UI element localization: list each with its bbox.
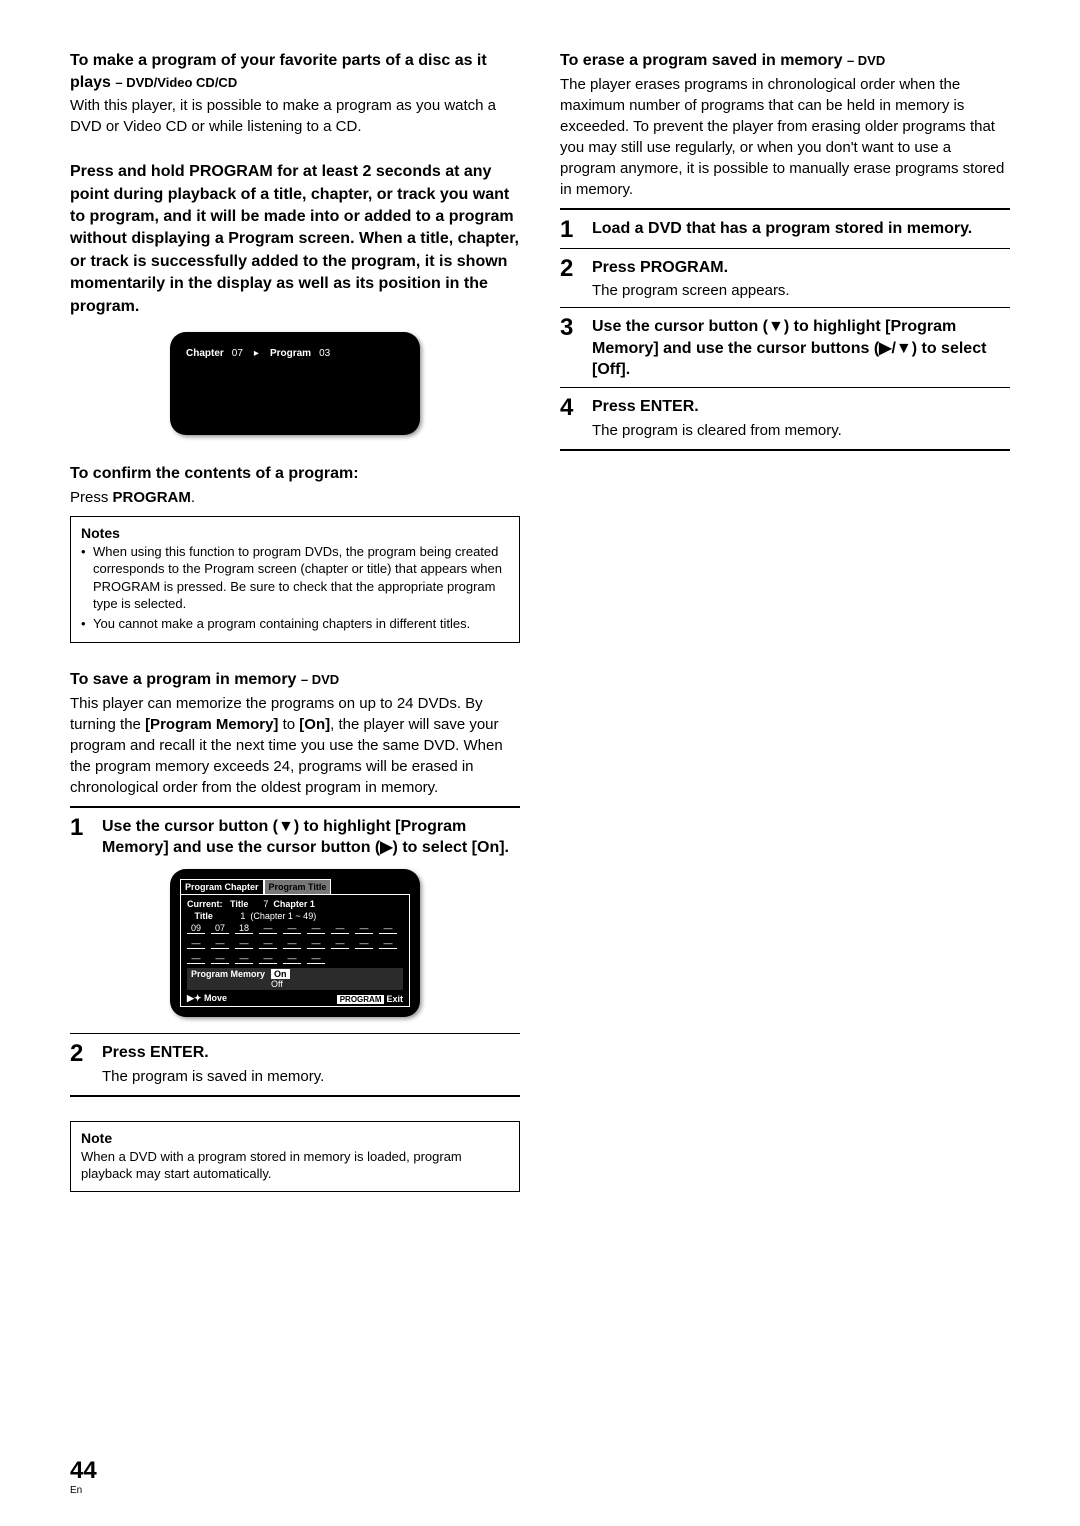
move-label: ▶✦ Move [187,993,227,1004]
erase-heading: To erase a program saved in memory – DVD [560,50,1010,72]
divider [560,387,1010,388]
left-step-1: 1 Use the cursor button (▼) to highlight… [70,816,520,859]
pm-on: On [271,969,290,979]
program-slot: — [187,953,205,964]
program-slot: — [211,938,229,949]
step-number: 1 [560,218,580,242]
confirm-body: Press PROGRAM. [70,487,520,508]
right-step-1: 1 Load a DVD that has a program stored i… [560,218,1010,242]
program-slot: — [307,923,325,934]
tab-program-chapter: Program Chapter [180,879,264,894]
divider [560,449,1010,451]
save-body: This player can memorize the programs on… [70,693,520,798]
right-step-4: 4 Press ENTER. The program is cleared fr… [560,396,1010,441]
exit-label: Exit [386,994,403,1004]
program-label: Program [270,348,311,359]
program-slot: — [355,923,373,934]
program-slot: — [331,938,349,949]
step-desc: The program is saved in memory. [102,1066,520,1087]
program-slot: 18 [235,923,253,934]
program-memory-screen: Program Chapter Program Title Current: T… [170,869,420,1017]
program-slot: — [307,938,325,949]
notes-list: When using this function to program DVDs… [81,543,509,633]
program-slot: — [283,953,301,964]
step-number: 2 [560,257,580,302]
right-column: To erase a program saved in memory – DVD… [560,50,1010,1192]
notes-box-2: Note When a DVD with a program stored in… [70,1121,520,1192]
program-slot: — [235,953,253,964]
step-desc: The program is cleared from memory. [592,420,1010,441]
step-title: Press ENTER. [102,1042,520,1064]
step-desc: The program screen appears. [592,280,1010,301]
program-slot: — [187,938,205,949]
heading-sub: – DVD/Video CD/CD [115,75,237,90]
program-slot: — [379,938,397,949]
press-hold-instruction: Press and hold PROGRAM for at least 2 se… [70,161,520,318]
step-title: Press ENTER. [592,396,1010,418]
program-slot: — [235,938,253,949]
program-slot: — [283,938,301,949]
divider [70,1095,520,1097]
step-title: Load a DVD that has a program stored in … [592,218,1010,240]
step-title: Press PROGRAM. [592,257,1010,279]
note-item: You cannot make a program containing cha… [81,615,509,633]
triangle-right-icon [251,348,262,359]
erase-body: The player erases programs in chronologi… [560,74,1010,200]
program-slot: — [307,953,325,964]
divider [560,307,1010,308]
page-footer: 44 En [70,1457,97,1496]
tab-program-title: Program Title [264,879,332,894]
chapter-value: 07 [232,348,243,359]
program-slot: — [379,923,397,934]
right-step-2: 2 Press PROGRAM. The program screen appe… [560,257,1010,302]
program-slot: — [259,953,277,964]
divider [560,208,1010,210]
program-slot: 09 [187,923,205,934]
note-item: When using this function to program DVDs… [81,543,509,613]
program-slot: — [283,923,301,934]
step-number: 4 [560,396,580,441]
program-slot: — [211,953,229,964]
step-number: 1 [70,816,90,859]
chapter-screen: Chapter 07 Program 03 [170,332,420,435]
step-number: 3 [560,316,580,381]
step-title: Use the cursor button (▼) to highlight [… [592,316,1010,381]
note-title: Note [81,1130,509,1146]
page-number: 44 [70,1457,97,1485]
program-slot: 07 [211,923,229,934]
notes-box-1: Notes When using this function to progra… [70,516,520,644]
note-text: When a DVD with a program stored in memo… [81,1148,509,1183]
program-value: 03 [319,348,330,359]
step-title: Use the cursor button (▼) to highlight [… [102,816,520,859]
notes-title: Notes [81,525,509,541]
program-slot: — [355,938,373,949]
program-slot: — [259,938,277,949]
confirm-heading: To confirm the contents of a program: [70,463,520,485]
divider [70,806,520,808]
step-number: 2 [70,1042,90,1087]
program-slot: — [331,923,349,934]
left-step-2: 2 Press ENTER. The program is saved in m… [70,1042,520,1087]
left-column: To make a program of your favorite parts… [70,50,520,1192]
save-heading: To save a program in memory – DVD [70,669,520,691]
make-program-body: With this player, it is possible to make… [70,95,520,137]
program-badge: PROGRAM [337,995,385,1004]
page-language: En [70,1485,97,1496]
make-program-heading: To make a program of your favorite parts… [70,50,520,93]
program-memory-label: Program Memory [191,969,265,979]
divider [70,1033,520,1034]
right-step-3: 3 Use the cursor button (▼) to highlight… [560,316,1010,381]
pm-off: Off [271,979,290,989]
program-slot: — [259,923,277,934]
chapter-label: Chapter [186,348,224,359]
divider [560,248,1010,249]
